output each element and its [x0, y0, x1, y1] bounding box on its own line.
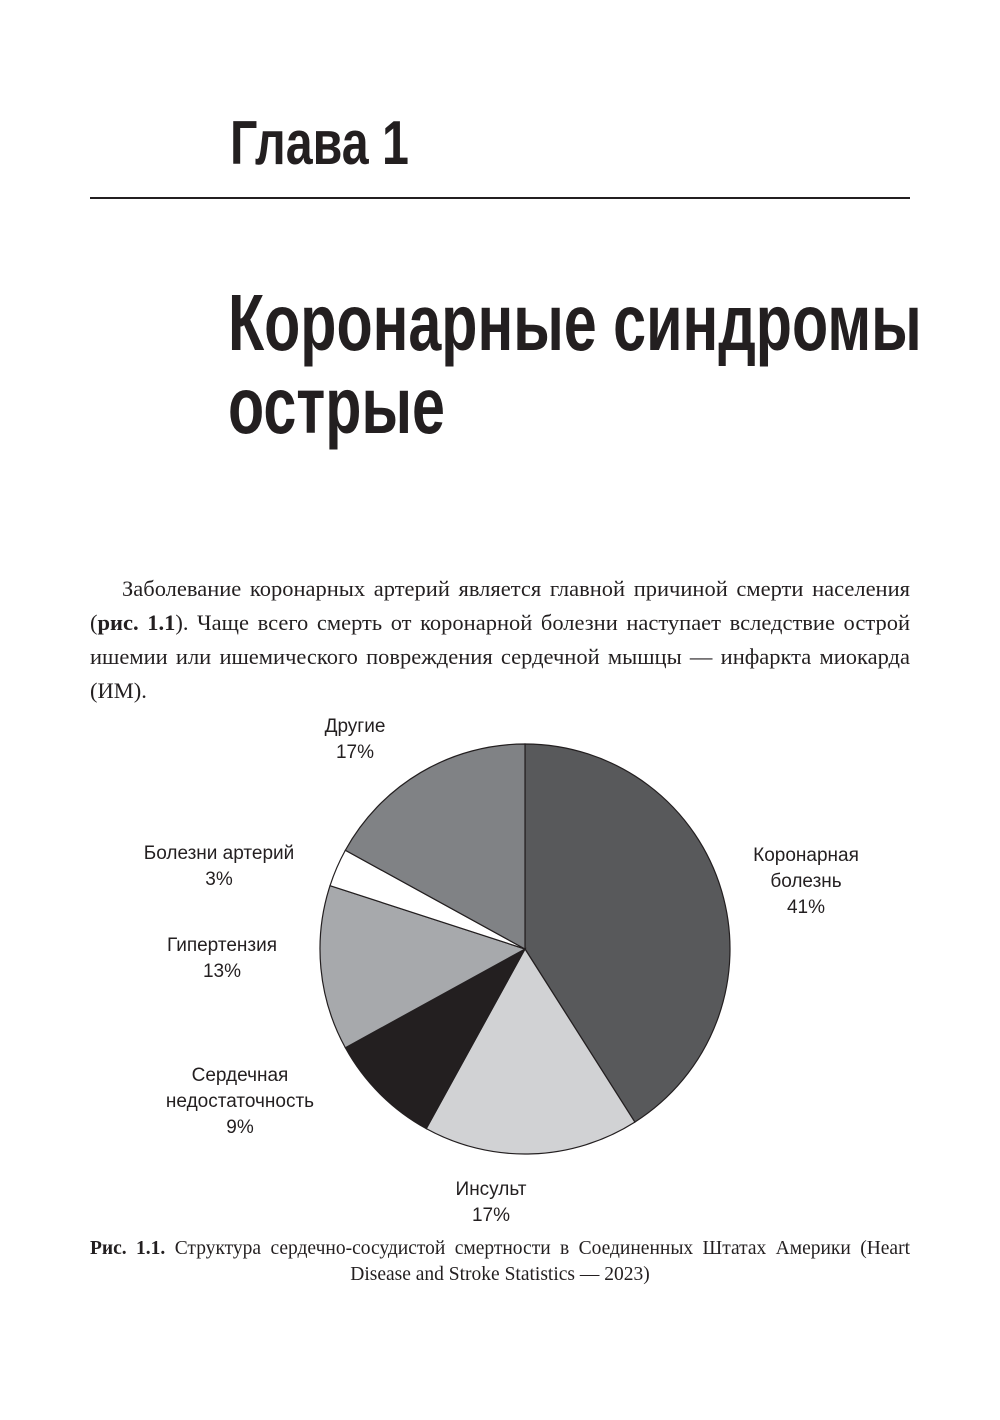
value-label: 3%: [205, 869, 233, 890]
slice-label: Другие 17%: [295, 714, 415, 766]
caption-label: Рис. 1.1.: [90, 1238, 166, 1259]
caption: Рис. 1.1. Структура сердечно-сосудистой …: [90, 1236, 910, 1288]
slice-label: Коронарная болезнь 41%: [736, 843, 876, 921]
category-label: Болезни артерий: [143, 843, 295, 864]
slice-label: Гипертензия 13%: [122, 933, 322, 985]
slice-label: Болезни артерий 3%: [119, 841, 319, 893]
value-label: 41%: [786, 897, 826, 918]
slice-label: Сердечная недостаточность 9%: [145, 1063, 335, 1141]
chapter-title: острые: [228, 361, 445, 450]
value-label: 17%: [471, 1205, 511, 1226]
text: Заболевание коронарных артерий является …: [90, 576, 910, 635]
value-label: 13%: [202, 961, 242, 982]
rule: [90, 197, 910, 199]
pie-slice: [344, 743, 526, 951]
text: ). Чаще всего смерть от коронарной болез…: [90, 610, 910, 703]
value-label: 9%: [226, 1117, 254, 1138]
category-label: Инсульт: [455, 1179, 527, 1200]
slice-label: Инсульт 17%: [411, 1177, 571, 1229]
pie-slice: [524, 743, 731, 1123]
chapter-title: Коронарные синдромы: [228, 278, 922, 367]
category-label: Коронарная болезнь: [753, 845, 859, 892]
category-label: Другие: [324, 716, 386, 737]
pie-slice: [344, 947, 527, 1130]
paragraph: Заболевание коронарных артерий является …: [90, 572, 910, 708]
category-label: Гипертензия: [166, 935, 277, 956]
pie-slice: [425, 947, 636, 1155]
figure-ref: рис. 1.1: [97, 610, 176, 635]
chapter-label: Глава 1: [230, 109, 409, 178]
value-label: 17%: [335, 742, 375, 763]
pie-slice: [319, 884, 527, 1049]
caption-text: Структура сердечно-сосудистой смертности…: [174, 1238, 911, 1285]
category-label: Сердечная недостаточность: [165, 1065, 315, 1112]
